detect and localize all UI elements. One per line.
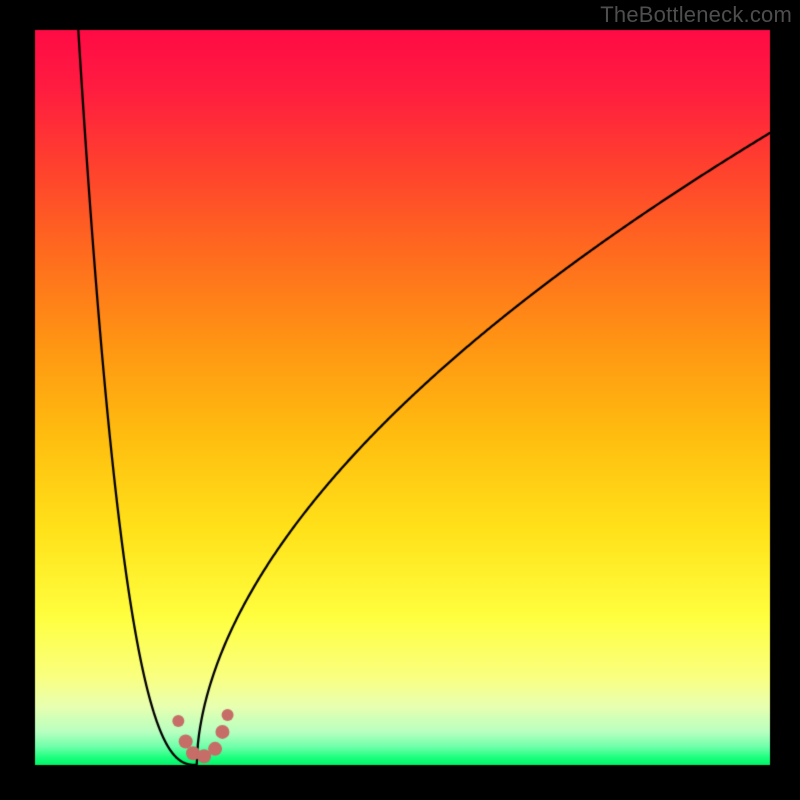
chart-stage: TheBottleneck.com xyxy=(0,0,800,800)
bottleneck-curve-overlay xyxy=(0,0,800,800)
attribution-label: TheBottleneck.com xyxy=(600,2,792,28)
